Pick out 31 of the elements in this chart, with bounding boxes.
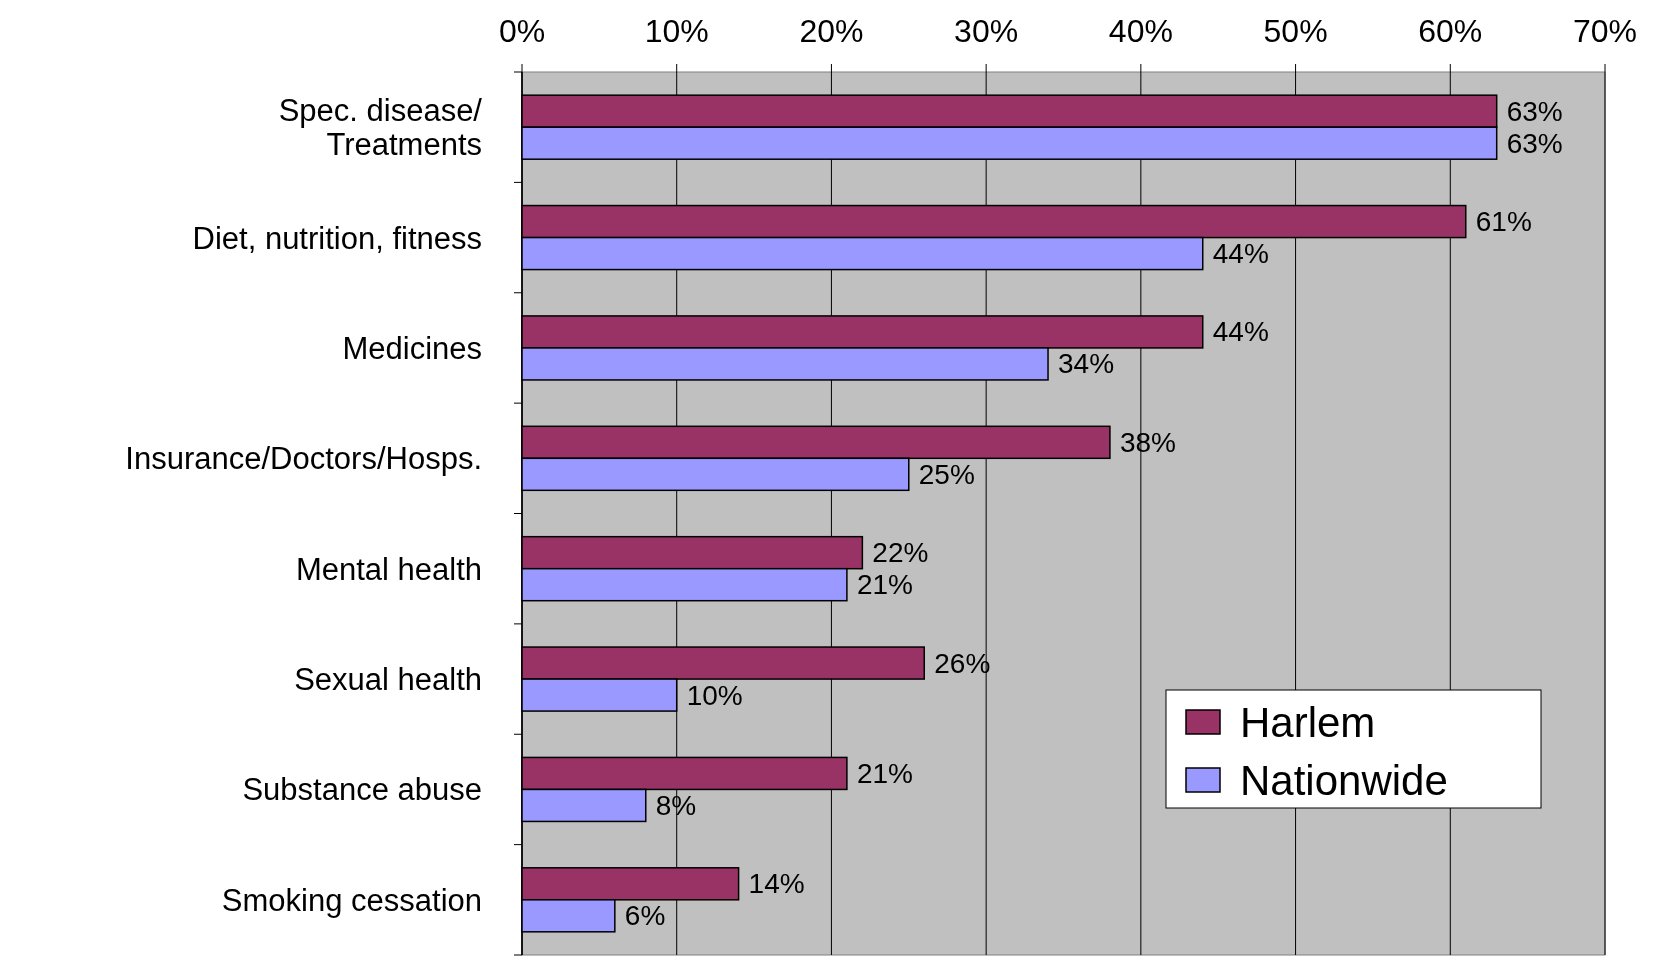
- data-label: 14%: [748, 868, 805, 900]
- data-label: 21%: [856, 757, 913, 789]
- x-tick-label: 0%: [498, 13, 546, 49]
- data-label: 10%: [686, 679, 743, 711]
- x-tick-label: 40%: [1108, 13, 1173, 49]
- data-label: 25%: [918, 458, 975, 490]
- y-tick-label: Diet, nutrition, fitness: [192, 220, 482, 256]
- data-label: 34%: [1058, 348, 1115, 380]
- x-tick-label: 70%: [1572, 13, 1638, 49]
- data-label: 63%: [1506, 95, 1563, 127]
- y-tick-label: Medicines: [342, 330, 482, 366]
- data-label: 21%: [856, 569, 913, 601]
- legend-label: Harlem: [1240, 698, 1376, 746]
- data-label: 6%: [624, 900, 666, 932]
- x-tick-label: 50%: [1263, 13, 1328, 49]
- y-tick-label: Smoking cessation: [221, 882, 482, 918]
- y-tick-label: Substance abuse: [242, 771, 482, 807]
- y-tick-label: Sexual health: [294, 661, 482, 697]
- data-label: 61%: [1475, 206, 1532, 238]
- x-tick-label: 10%: [644, 13, 709, 49]
- data-label: 22%: [872, 537, 929, 569]
- x-tick-label: 60%: [1418, 13, 1483, 49]
- x-tick-label: 20%: [799, 13, 864, 49]
- y-tick-label: Mental health: [295, 551, 482, 587]
- y-tick-label: Insurance/Doctors/Hosps.: [125, 440, 482, 476]
- x-tick-label: 30%: [954, 13, 1019, 49]
- y-tick-label: Spec. disease/ Treatments: [278, 92, 483, 162]
- data-label: 44%: [1212, 238, 1269, 270]
- data-label: 63%: [1506, 127, 1563, 159]
- legend-label: Nationwide: [1240, 756, 1448, 804]
- data-label: 44%: [1212, 316, 1269, 348]
